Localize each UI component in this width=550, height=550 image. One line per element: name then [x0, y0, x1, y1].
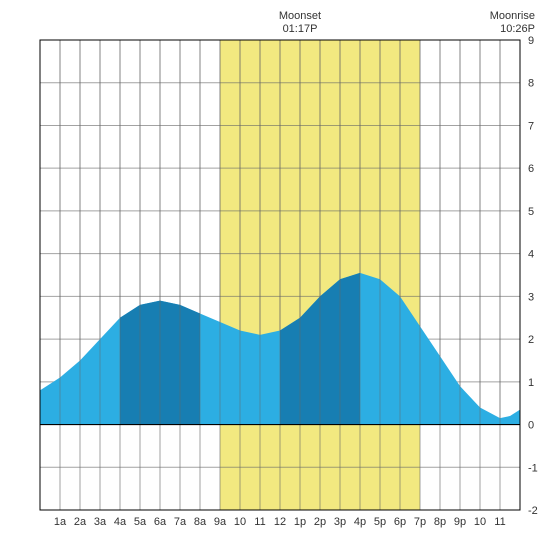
x-tick-label: 3p — [334, 516, 346, 528]
x-tick-label: 1p — [294, 516, 306, 528]
chart-svg: 1a2a3a4a5a6a7a8a9a1011121p2p3p4p5p6p7p8p… — [10, 10, 540, 540]
x-tick-label: 1a — [54, 516, 67, 528]
x-tick-label: 7a — [174, 516, 187, 528]
annotation-title: Moonset — [270, 10, 330, 23]
x-tick-label: 5p — [374, 516, 386, 528]
x-tick-label: 2p — [314, 516, 326, 528]
annotation-time: 01:17P — [270, 23, 330, 36]
x-tick-label: 2a — [74, 516, 87, 528]
x-tick-label: 4p — [354, 516, 366, 528]
y-tick-label: 2 — [528, 334, 534, 346]
y-tick-label: 6 — [528, 163, 534, 175]
annotation-time: 10:26P — [490, 23, 535, 36]
x-tick-label: 6a — [154, 516, 167, 528]
x-tick-label: 4a — [114, 516, 127, 528]
x-tick-label: 9a — [214, 516, 227, 528]
x-tick-label: 10 — [474, 516, 486, 528]
y-tick-label: 7 — [528, 120, 534, 132]
x-tick-label: 11 — [494, 516, 505, 528]
x-tick-label: 7p — [414, 516, 426, 528]
y-tick-label: 3 — [528, 291, 534, 303]
x-tick-label: 3a — [94, 516, 107, 528]
annotation-title: Moonrise — [490, 10, 535, 23]
tide-chart: 1a2a3a4a5a6a7a8a9a1011121p2p3p4p5p6p7p8p… — [10, 10, 540, 540]
y-tick-label: 9 — [528, 35, 534, 47]
y-tick-label: -1 — [528, 462, 538, 474]
x-tick-label: 9p — [454, 516, 466, 528]
y-tick-label: 8 — [528, 78, 534, 90]
x-tick-label: 8a — [194, 516, 207, 528]
y-tick-label: 4 — [528, 249, 534, 261]
moon-annotation: Moonrise10:26P — [490, 10, 535, 36]
x-tick-label: 5a — [134, 516, 147, 528]
x-tick-label: 6p — [394, 516, 406, 528]
x-tick-label: 8p — [434, 516, 446, 528]
y-tick-label: 5 — [528, 206, 534, 218]
x-tick-label: 10 — [234, 516, 246, 528]
moon-annotation: Moonset01:17P — [270, 10, 330, 36]
y-tick-label: -2 — [528, 505, 538, 517]
y-tick-label: 0 — [528, 420, 534, 432]
y-tick-label: 1 — [528, 377, 534, 389]
x-tick-label: 11 — [254, 516, 265, 528]
x-tick-label: 12 — [274, 516, 286, 528]
